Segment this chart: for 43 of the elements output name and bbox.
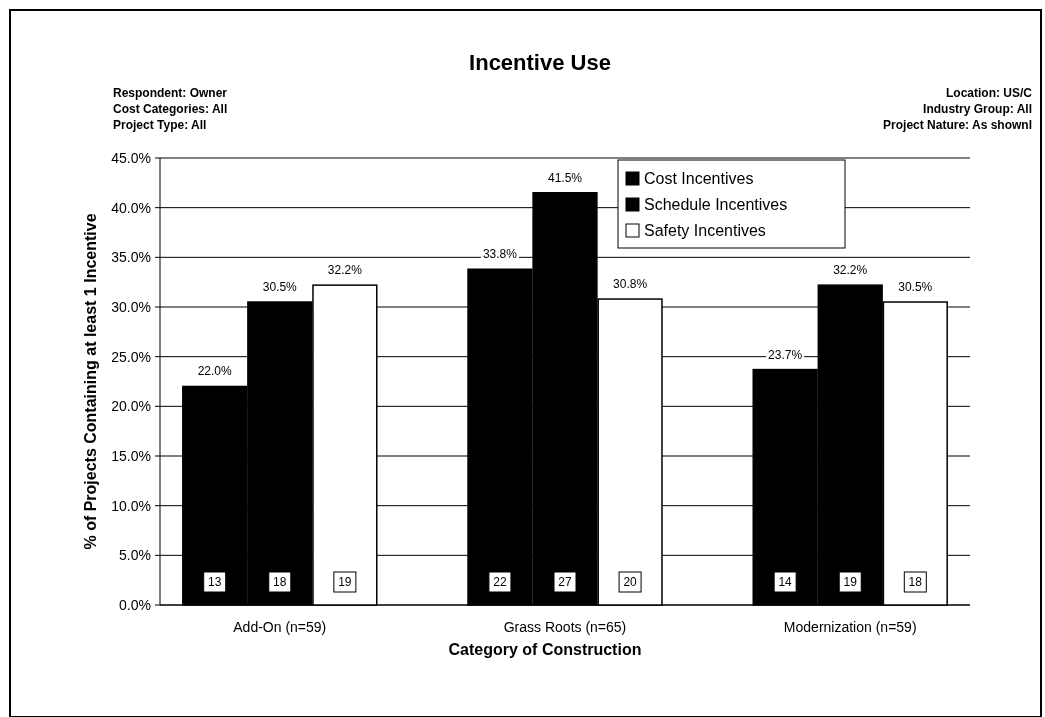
annotation: 18 (908, 575, 923, 590)
data-label: 32.2% (327, 263, 363, 278)
chart-title: Incentive Use (469, 50, 611, 75)
data-label: 30.5% (898, 280, 933, 295)
text: Respondent: Owner (113, 86, 228, 100)
data-label: 22.0% (197, 364, 233, 379)
y-tick-label: 40.0% (111, 199, 151, 216)
x-tick-label: Grass Roots (n=65) (503, 619, 627, 635)
data-label: 30.5% (262, 280, 298, 295)
annotation: 27 (558, 575, 572, 590)
data-label: 41.5% (547, 170, 583, 185)
x-tick-label: Modernization (n=59) (783, 619, 917, 635)
y-tick-label: 5.0% (119, 547, 151, 564)
annotation: 14 (778, 575, 793, 590)
text: Project Nature: As shownl (883, 118, 1032, 132)
legend-label: Schedule Incentives (644, 195, 788, 213)
y-tick-label: 15.0% (111, 447, 151, 464)
x-tick-label: Add-On (n=59) (233, 619, 327, 635)
y-tick-label: 20.0% (111, 398, 151, 415)
annotation: 13 (208, 575, 222, 590)
annotation: 22 (493, 575, 507, 590)
data-label: 30.8% (613, 277, 648, 292)
x-axis-title: Category of Construction (448, 641, 642, 658)
text: Industry Group: All (923, 102, 1032, 116)
annotation: 18 (273, 575, 287, 590)
legend-label: Safety Incentives (644, 221, 766, 239)
annotation: 19 (843, 575, 858, 590)
y-tick-label: 0.0% (119, 596, 151, 613)
legend-label: Cost Incentives (644, 169, 754, 187)
y-axis-title: % of Projects Containing at least 1 Incentive (82, 213, 99, 550)
y-tick-label: 35.0% (111, 249, 151, 266)
y-tick-label: 10.0% (111, 497, 151, 514)
text: Cost Categories: All (113, 102, 228, 116)
text: Project Type: All (113, 118, 207, 132)
text: Location: US/C (946, 86, 1033, 100)
y-tick-label: 30.0% (111, 298, 151, 315)
y-tick-label: 25.0% (111, 348, 151, 365)
y-tick-label: 45.0% (111, 149, 151, 166)
annotation: 20 (623, 575, 638, 590)
data-label: 33.8% (482, 247, 518, 262)
annotation: 19 (338, 575, 352, 590)
data-label: 23.7% (768, 347, 803, 362)
data-label: 32.2% (833, 263, 868, 278)
